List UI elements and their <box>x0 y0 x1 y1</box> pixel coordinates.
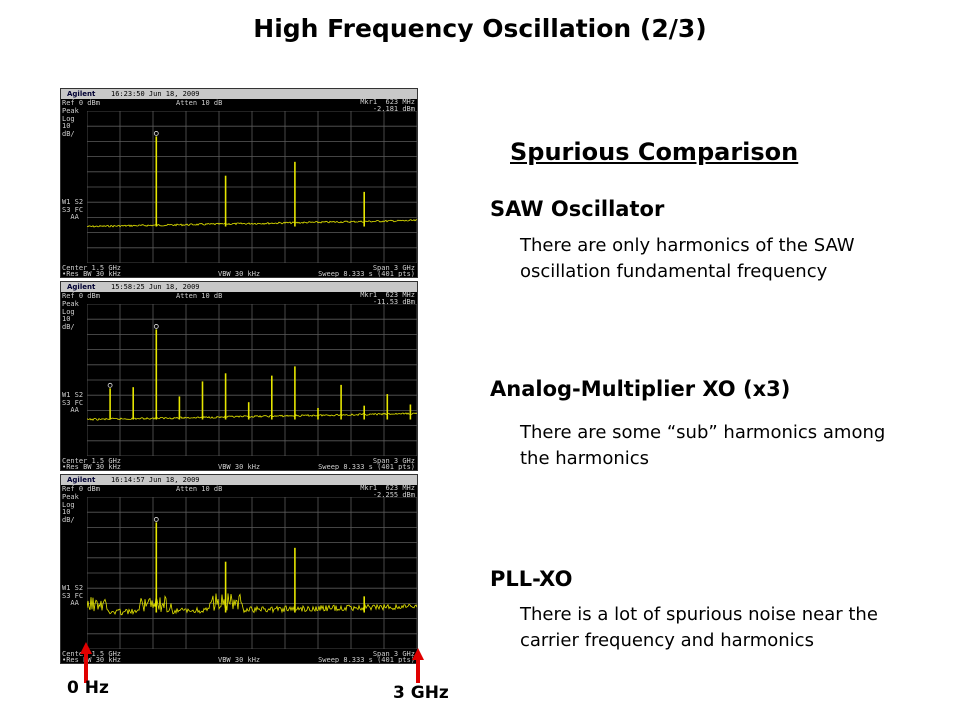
marker-icon <box>153 324 159 329</box>
marker-icon <box>153 131 159 136</box>
attenuation: Atten 10 dB <box>176 99 223 107</box>
spectrum-trace-svg <box>87 304 417 456</box>
center-freq: Center 1.5 GHz <box>62 650 122 658</box>
noise-floor-trace <box>87 219 417 228</box>
trace-info: W1 S2 S3 FC AA <box>62 198 84 221</box>
spectrum-plot <box>87 304 417 456</box>
sweep-time: Sweep 8.333 s (401 pts) <box>318 270 415 278</box>
ref-level: Ref 0 dBm <box>62 485 100 493</box>
spectrum-screen-analog-multiplier: Agilent 15:58:25 Jun 18, 2009 Ref 0 dBm … <box>60 281 418 471</box>
agilent-logo: Agilent <box>67 476 96 484</box>
slide-title: High Frequency Oscillation (2/3) <box>253 14 707 43</box>
analyzer-header: Agilent 16:14:57 Jun 18, 2009 <box>61 475 417 485</box>
analyzer-timestamp: 15:58:25 Jun 18, 2009 <box>111 283 200 291</box>
attenuation: Atten 10 dB <box>176 292 223 300</box>
trace-info: W1 S2 S3 FC AA <box>62 584 84 607</box>
zero-hz-label: 0 Hz <box>67 678 109 698</box>
attenuation: Atten 10 dB <box>176 485 223 493</box>
saw-oscillator-description: There are only harmonics of the SAW osci… <box>520 235 855 282</box>
marker-icon <box>153 517 159 522</box>
saw-oscillator-title: SAW Oscillator <box>490 197 665 221</box>
video-bw: VBW 30 kHz <box>218 656 261 664</box>
pll-xo-title: PLL-XO <box>490 567 573 591</box>
span: Span 3 GHz <box>372 264 415 272</box>
scale-info: Peak Log 10 dB/ <box>62 493 79 524</box>
scale-info: Peak Log 10 dB/ <box>62 300 79 331</box>
agilent-logo: Agilent <box>67 283 96 291</box>
sweep-time: Sweep 8.333 s (401 pts) <box>318 463 415 471</box>
spectrum-trace-svg <box>87 497 417 649</box>
analyzer-header: Agilent 16:23:50 Jun 18, 2009 <box>61 89 417 99</box>
center-freq: Center 1.5 GHz <box>62 457 122 465</box>
marker-freq: Mkr1 623 MHz <box>360 98 415 106</box>
spectrum-screen-saw: Agilent 16:23:50 Jun 18, 2009 Ref 0 dBm … <box>60 88 418 278</box>
analyzer-header: Agilent 15:58:25 Jun 18, 2009 <box>61 282 417 292</box>
span: Span 3 GHz <box>372 650 415 658</box>
ref-level: Ref 0 dBm <box>62 292 100 300</box>
marker-freq: Mkr1 623 MHz <box>360 484 415 492</box>
video-bw: VBW 30 kHz <box>218 270 261 278</box>
spectrum-plot <box>87 497 417 649</box>
trace-info: W1 S2 S3 FC AA <box>62 391 84 414</box>
center-freq: Center 1.5 GHz <box>62 264 122 272</box>
resolution-bw: •Res BW 30 kHz <box>62 270 122 278</box>
three-ghz-label: 3 GHz <box>393 683 449 703</box>
analyzer-timestamp: 16:23:50 Jun 18, 2009 <box>111 90 200 98</box>
sweep-time: Sweep 8.333 s (401 pts) <box>318 656 415 664</box>
marker-value: -11.53 dBm <box>372 298 415 306</box>
video-bw: VBW 30 kHz <box>218 463 261 471</box>
pll-xo-description: There is a lot of spurious noise near th… <box>520 604 878 651</box>
noise-floor-trace <box>87 412 417 421</box>
marker-value: -2.255 dBm <box>372 491 415 499</box>
spectrum-trace-svg <box>87 111 417 263</box>
spectrum-screen-pll-xo: Agilent 16:14:57 Jun 18, 2009 Ref 0 dBm … <box>60 474 418 664</box>
analyzer-timestamp: 16:14:57 Jun 18, 2009 <box>111 476 200 484</box>
analog-multiplier-title: Analog-Multiplier XO (x3) <box>490 377 791 401</box>
analog-multiplier-description: There are some “sub” harmonics among the… <box>520 422 886 469</box>
resolution-bw: •Res BW 30 kHz <box>62 463 122 471</box>
noise-floor-trace <box>87 593 417 616</box>
agilent-logo: Agilent <box>67 90 96 98</box>
span: Span 3 GHz <box>372 457 415 465</box>
spectrum-plot <box>87 111 417 263</box>
marker-icon <box>107 382 113 388</box>
zero-hz-arrow-icon <box>80 642 92 683</box>
ref-level: Ref 0 dBm <box>62 99 100 107</box>
scale-info: Peak Log 10 dB/ <box>62 107 79 138</box>
marker-value: -2.181 dBm <box>372 105 415 113</box>
section-heading: Spurious Comparison <box>510 138 799 166</box>
marker-freq: Mkr1 623 MHz <box>360 291 415 299</box>
three-ghz-arrow-icon <box>412 648 424 683</box>
